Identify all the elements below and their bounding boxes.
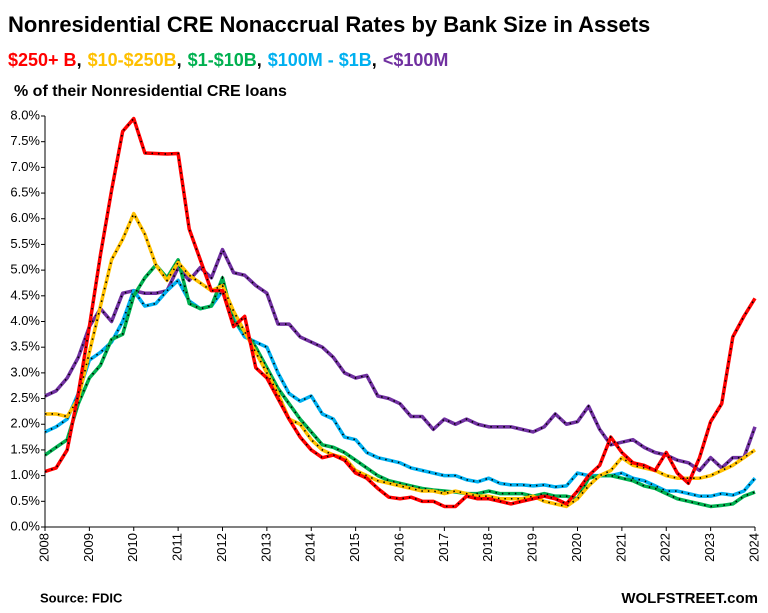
y-tick-label: 5.0% xyxy=(10,262,40,277)
watermark: WOLFSTREET.com xyxy=(621,590,758,607)
legend-entry: $250+ B xyxy=(8,50,77,70)
legend-separator: , xyxy=(372,50,377,70)
legend-separator: , xyxy=(257,50,262,70)
series-line xyxy=(44,116,757,509)
y-tick-label: 3.0% xyxy=(10,364,40,379)
series-line xyxy=(44,247,757,473)
x-tick-label: 2021 xyxy=(613,533,628,562)
y-tick-label: 7.5% xyxy=(10,133,40,148)
x-tick-label: 2012 xyxy=(214,533,229,562)
x-tick-label: 2023 xyxy=(702,533,717,562)
x-tick-label: 2008 xyxy=(36,533,51,562)
x-tick-label: 2013 xyxy=(258,533,273,562)
y-tick-label: 6.5% xyxy=(10,185,40,200)
x-tick-label: 2011 xyxy=(170,533,185,561)
legend-entry: $10-$250B xyxy=(88,50,177,70)
y-tick-label: 6.0% xyxy=(10,210,40,225)
y-tick-label: 0.5% xyxy=(10,493,40,508)
y-tick-label: 3.5% xyxy=(10,339,40,354)
legend: $250+ B, $10-$250B, $1-$10B, $100M - $1B, <$… xyxy=(8,50,448,70)
y-tick-label: 7.0% xyxy=(10,159,40,174)
y-tick-label: 2.0% xyxy=(10,416,40,431)
x-tick-label: 2015 xyxy=(347,533,362,562)
x-tick-label: 2020 xyxy=(569,533,584,562)
y-tick-label: 8.0% xyxy=(10,107,40,122)
y-tick-label: 4.0% xyxy=(10,313,40,328)
legend-entry: <$100M xyxy=(383,50,449,70)
x-tick-label: 2016 xyxy=(391,533,406,562)
y-tick-label: 1.5% xyxy=(10,441,40,456)
y-axis-label: % of their Nonresidential CRE loans xyxy=(14,83,287,100)
y-tick-label: 0.0% xyxy=(10,518,40,533)
x-tick-label: 2014 xyxy=(303,533,318,562)
x-tick-label: 2018 xyxy=(480,533,495,562)
x-tick-label: 2017 xyxy=(436,533,451,562)
series-line-dots xyxy=(45,211,756,508)
y-tick-label: 1.0% xyxy=(10,467,40,482)
source: Source: FDIC xyxy=(40,590,123,605)
series-line-dots xyxy=(44,279,756,497)
legend-entry: $100M - $1B xyxy=(268,50,372,70)
legend-entry: $1-$10B xyxy=(188,50,257,70)
x-tick-label: 2024 xyxy=(746,533,761,562)
x-tick-label: 2019 xyxy=(525,533,540,562)
series-line-dots xyxy=(44,247,756,472)
y-tick-label: 4.5% xyxy=(10,287,40,302)
y-tick-label: 2.5% xyxy=(10,390,40,405)
series-line-dots xyxy=(44,257,756,508)
legend-separator: , xyxy=(177,50,182,70)
y-tick-label: 5.5% xyxy=(10,236,40,251)
x-tick-label: 2022 xyxy=(658,533,673,562)
x-tick-label: 2009 xyxy=(81,533,96,562)
legend-separator: , xyxy=(77,50,82,70)
chart-title: Nonresidential CRE Nonaccrual Rates by B… xyxy=(8,12,650,37)
series-line xyxy=(44,278,757,498)
x-tick-label: 2010 xyxy=(125,533,140,562)
